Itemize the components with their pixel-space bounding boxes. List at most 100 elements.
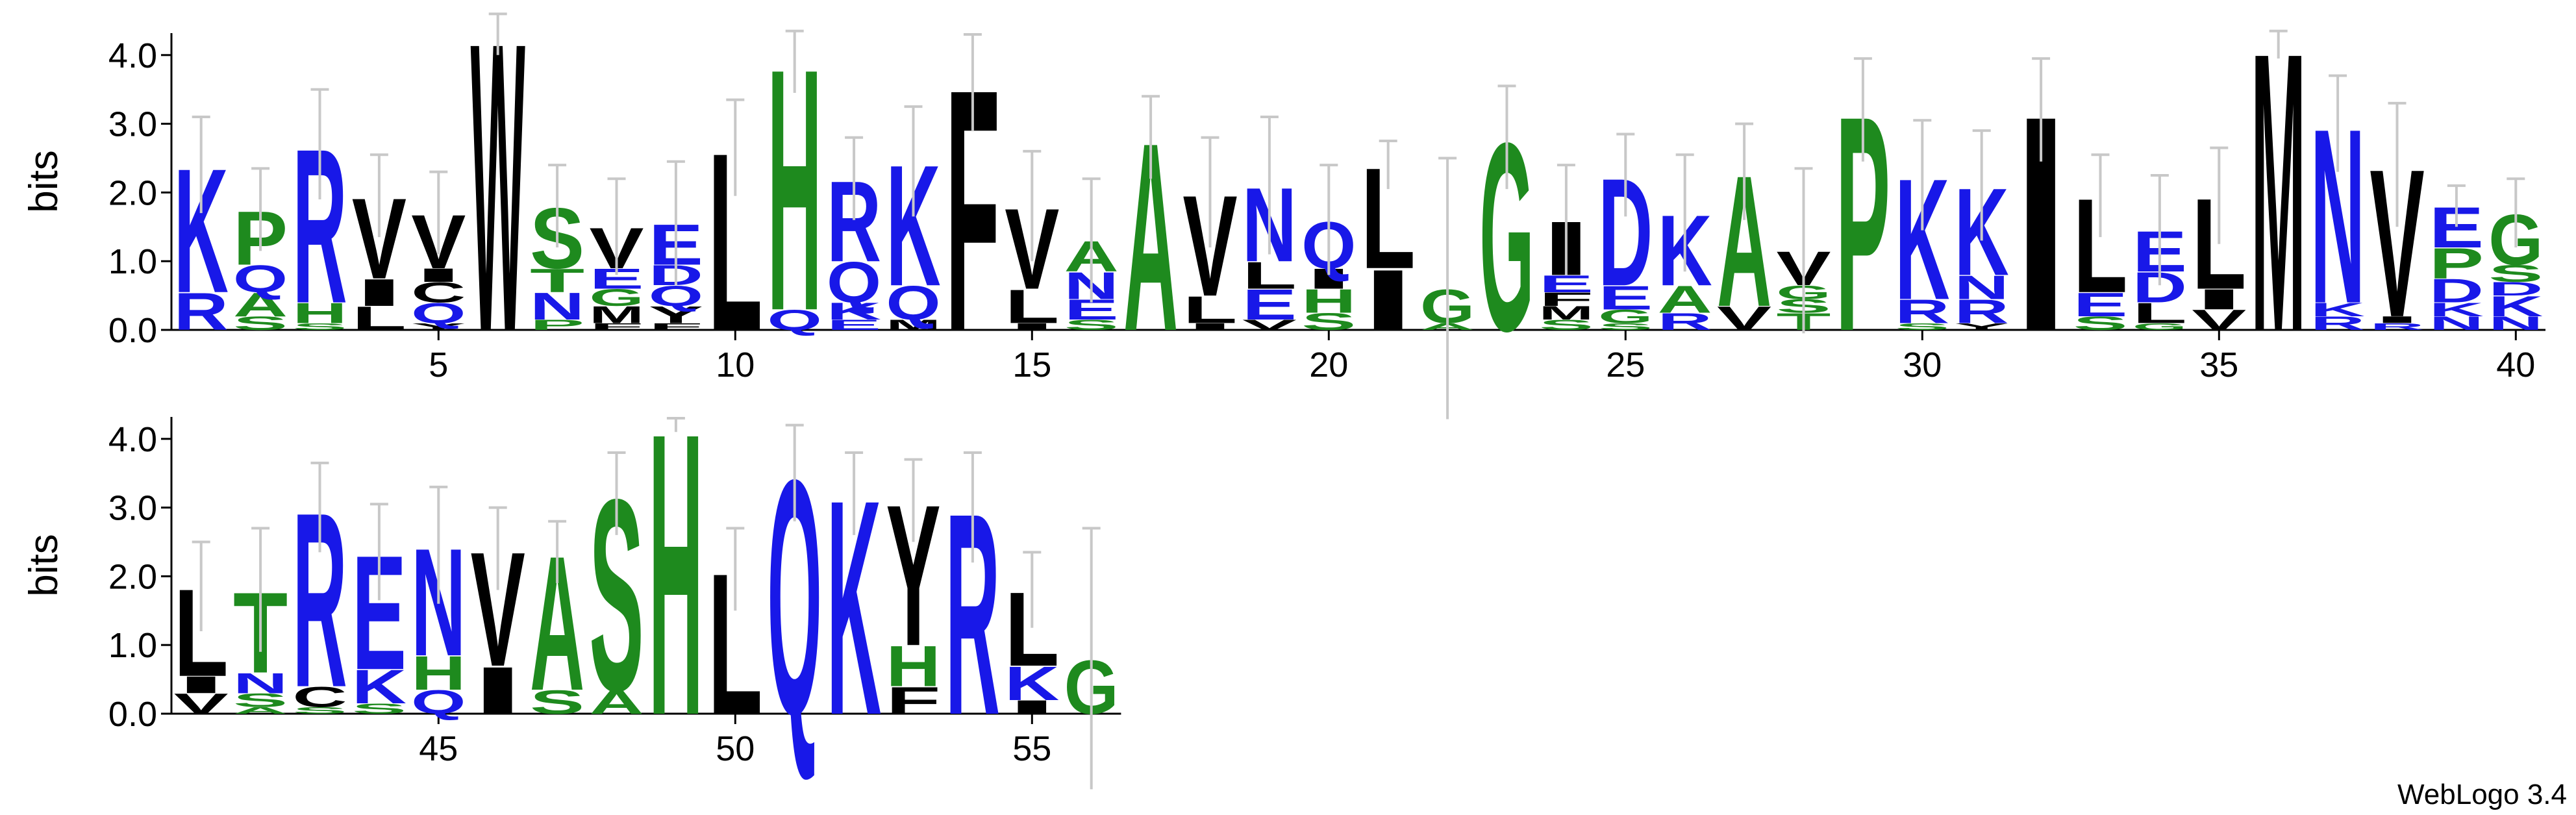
letter: K — [1005, 657, 1059, 710]
y-tick-label: 3.0 — [108, 489, 157, 528]
letter: R — [174, 282, 229, 342]
letter: E — [2073, 286, 2127, 323]
letter: D — [2429, 272, 2484, 310]
letter: V — [2192, 304, 2246, 336]
x-tick-label: 25 — [1606, 345, 1645, 384]
letter: V — [1242, 317, 1297, 333]
letter: T — [530, 262, 584, 300]
letter: I — [411, 264, 466, 286]
x-tick-label: 10 — [716, 345, 755, 384]
letter: A — [1658, 278, 1712, 321]
letter: G — [589, 284, 644, 311]
letter: S — [233, 690, 288, 711]
letter: A — [233, 286, 288, 323]
y-tick-label: 4.0 — [108, 36, 157, 75]
y-tick-label: 2.0 — [108, 173, 157, 212]
letter: Y — [1955, 321, 2009, 332]
letter: I — [1361, 251, 1416, 348]
letter: H — [1301, 282, 1356, 320]
letter: L — [1005, 280, 1059, 333]
letter: E — [1242, 281, 1297, 329]
letter: E — [1598, 279, 1653, 316]
x-tick-label: 30 — [1903, 345, 1942, 384]
letter: I — [471, 653, 525, 728]
x-tick-label: 15 — [1012, 345, 1051, 384]
letter: C — [292, 681, 347, 713]
letter: R — [1658, 308, 1712, 335]
letter: E — [827, 317, 881, 333]
letter: H — [411, 646, 466, 700]
letter: S — [1301, 308, 1356, 335]
y-tick-label: 0.0 — [108, 311, 157, 350]
letter: A — [233, 705, 288, 716]
x-tick-label: 40 — [2496, 345, 2535, 384]
footer: WebLogo 3.4 — [2397, 779, 2567, 810]
letter: Q — [827, 251, 881, 315]
letter: P — [530, 317, 584, 333]
letter: N — [530, 284, 584, 328]
letter: H — [886, 634, 940, 698]
letter: H — [649, 349, 703, 799]
letter: C — [411, 276, 466, 308]
letter: S — [2488, 260, 2543, 287]
letter: K — [2488, 290, 2543, 323]
letter: K — [2429, 299, 2484, 320]
letter: N — [2429, 312, 2484, 334]
letter: W — [471, 0, 526, 418]
x-tick-label: 50 — [716, 729, 755, 768]
letter: R — [1895, 293, 1949, 331]
x-tick-label: 45 — [419, 729, 458, 768]
letter: M — [2251, 0, 2306, 415]
letter: S — [1598, 321, 1653, 332]
letter: N — [2488, 312, 2543, 334]
letter: S — [2073, 313, 2127, 334]
letter: G — [1598, 306, 1653, 327]
letter: S — [530, 684, 584, 721]
letter: F — [589, 321, 644, 332]
letter: F — [649, 321, 703, 332]
letter: I — [2370, 314, 2424, 325]
letter: H — [292, 297, 347, 329]
letter: I — [1005, 321, 1059, 332]
letter: A — [589, 683, 644, 721]
letter: R — [2310, 312, 2365, 334]
letter: N — [233, 667, 288, 699]
letter: L — [1242, 255, 1297, 297]
letter: K — [827, 298, 881, 325]
letter: L — [352, 300, 406, 338]
letter: I — [2192, 283, 2246, 316]
letter: M — [1539, 303, 1594, 324]
letter: R — [2370, 321, 2424, 332]
letter: L — [2132, 297, 2187, 329]
letter: G — [2132, 321, 2187, 332]
letter: M — [589, 301, 644, 328]
letter: S — [292, 321, 347, 332]
letter: L — [1182, 288, 1237, 331]
letter: S — [1895, 321, 1949, 332]
letter: S — [1064, 317, 1119, 333]
x-tick-label: 20 — [1309, 345, 1348, 384]
letter: Q — [886, 276, 940, 330]
letter: V — [174, 688, 229, 720]
y-tick-label: 2.0 — [108, 557, 157, 596]
letter: R — [1955, 293, 2009, 331]
letter: K — [352, 660, 406, 714]
y-tick-label: 1.0 — [108, 242, 157, 281]
letter: I — [1005, 696, 1059, 718]
letter: I — [1182, 321, 1237, 332]
letter: S — [292, 705, 347, 716]
letter: Q — [411, 297, 466, 329]
y-axis-label: bits — [21, 150, 66, 212]
y-tick-label: 3.0 — [108, 105, 157, 144]
letter: F — [886, 679, 940, 722]
letter: Y — [411, 321, 466, 332]
letter: Y — [649, 301, 703, 328]
letter: S — [1539, 317, 1594, 333]
letter: Q — [411, 683, 466, 721]
letter: S — [352, 701, 406, 717]
letter: V — [1717, 300, 1771, 337]
letter: S — [233, 313, 288, 334]
y-axis-label: bits — [21, 534, 66, 596]
